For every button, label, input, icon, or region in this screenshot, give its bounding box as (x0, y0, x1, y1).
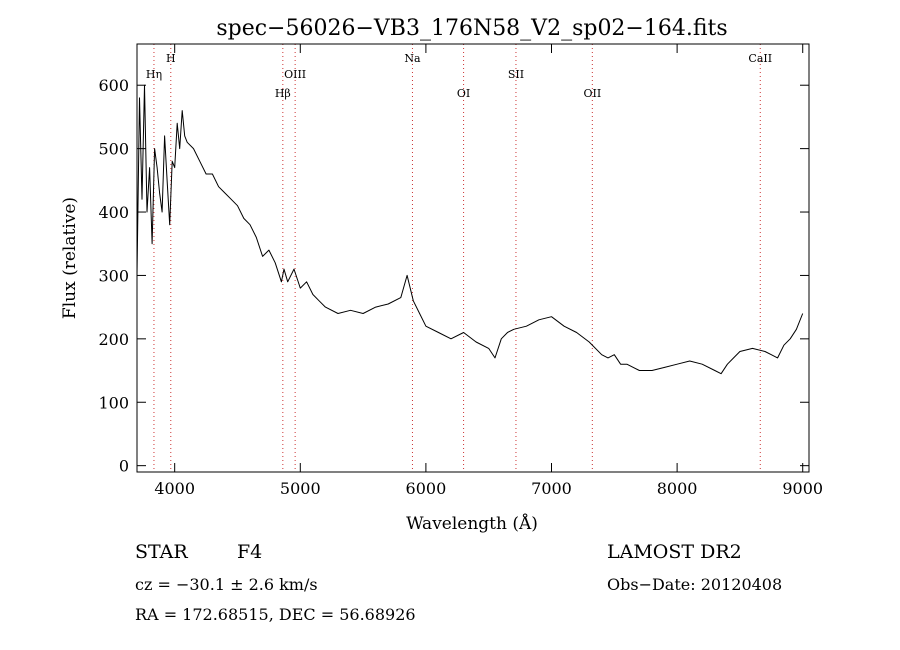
y-tick-label: 100 (98, 393, 129, 412)
line-label: OII (583, 87, 601, 100)
x-axis-ticks: 4000 5000 6000 7000 8000 9000 (154, 44, 823, 498)
y-tick-label: 400 (98, 203, 129, 222)
line-label: OI (457, 87, 470, 100)
spectrum-line (136, 84, 804, 375)
x-axis-label: Wavelength (Å) (406, 513, 538, 534)
line-label: Hβ (275, 87, 291, 100)
x-tick-label: 8000 (657, 479, 698, 498)
y-axis-label: Flux (relative) (60, 197, 80, 319)
object-class: STAR (135, 541, 188, 563)
y-tick-label: 600 (98, 76, 129, 95)
x-tick-label: 6000 (406, 479, 447, 498)
chart-title: spec−56026−VB3_176N58_V2_sp02−164.fits (216, 16, 727, 41)
x-tick-label: 9000 (782, 479, 823, 498)
line-label: Hη (146, 68, 162, 81)
y-tick-label: 200 (98, 330, 129, 349)
emission-lines: Hη H Hβ OIII Na OI SII OII CaII (146, 44, 772, 472)
spectrum-series (136, 84, 804, 375)
coordinates-text: RA = 172.68515, DEC = 56.68926 (135, 605, 416, 624)
y-tick-label: 300 (98, 266, 129, 285)
object-subclass: F4 (237, 541, 262, 563)
y-axis-ticks: 0 100 200 300 400 500 600 (98, 76, 809, 476)
survey-name: LAMOST DR2 (607, 541, 742, 563)
line-label: SII (508, 68, 524, 81)
obs-date-text: Obs−Date: 20120408 (607, 575, 782, 594)
line-label: H (166, 52, 176, 65)
x-tick-label: 7000 (531, 479, 572, 498)
x-tick-label: 5000 (280, 479, 321, 498)
y-tick-label: 500 (98, 140, 129, 159)
line-label: CaII (748, 52, 772, 65)
line-label: OIII (284, 68, 306, 81)
redshift-text: cz = −30.1 ± 2.6 km/s (135, 575, 318, 594)
line-label: Na (404, 52, 421, 65)
y-tick-label: 0 (119, 457, 129, 476)
plot-frame (136, 43, 810, 473)
x-tick-label: 4000 (154, 479, 195, 498)
